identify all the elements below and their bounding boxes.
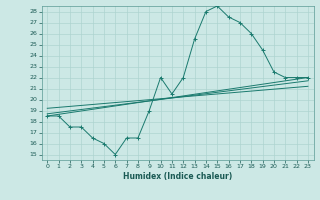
X-axis label: Humidex (Indice chaleur): Humidex (Indice chaleur) — [123, 172, 232, 181]
